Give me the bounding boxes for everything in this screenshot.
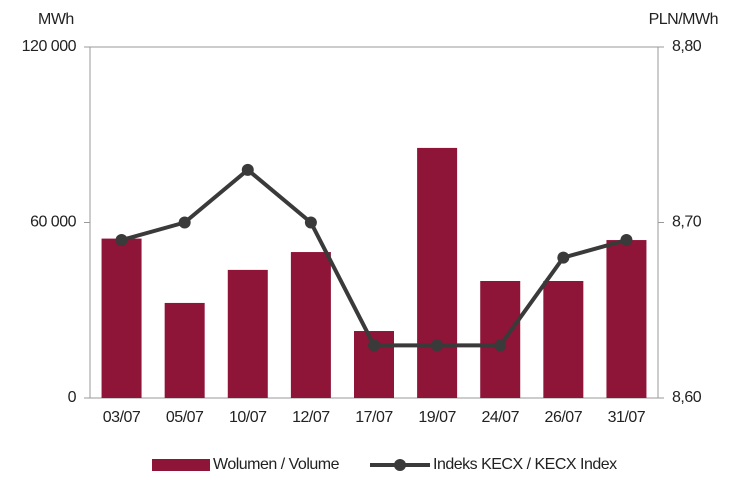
line-marker xyxy=(431,339,444,352)
line-marker xyxy=(304,216,317,229)
bar xyxy=(227,269,268,398)
bar xyxy=(543,281,584,398)
x-tick-label: 03/07 xyxy=(103,409,141,426)
x-tick-label: 17/07 xyxy=(355,409,393,426)
x-tick-label: 19/07 xyxy=(418,409,456,426)
y2-axis-title: PLN/MWh xyxy=(649,11,718,28)
x-tick-label: 05/07 xyxy=(166,409,204,426)
y2-tick-label: 8,80 xyxy=(672,38,702,55)
y-tick-label: 0 xyxy=(68,389,77,406)
x-tick-label: 12/07 xyxy=(292,409,330,426)
bar xyxy=(290,252,331,398)
y2-tick-label: 8,60 xyxy=(672,389,702,406)
line-marker xyxy=(368,339,380,352)
line-marker xyxy=(178,216,191,229)
x-tick-label: 24/07 xyxy=(481,409,519,426)
legend-label: Wolumen / Volume xyxy=(213,456,340,473)
bar xyxy=(417,147,458,398)
y2-tick-label: 8,70 xyxy=(672,214,702,231)
line-marker xyxy=(241,163,254,176)
line-marker xyxy=(620,234,633,247)
x-tick-label: 10/07 xyxy=(229,409,267,426)
y-tick-label: 60 000 xyxy=(30,214,77,231)
legend-marker xyxy=(394,459,406,471)
bar xyxy=(606,240,647,398)
legend-swatch xyxy=(152,459,210,471)
line-marker xyxy=(494,339,507,352)
y-tick-label: 120 000 xyxy=(22,38,77,55)
legend-label: Indeks KECX / KECX Index xyxy=(433,456,617,473)
bar xyxy=(164,302,205,398)
bar xyxy=(101,238,142,398)
x-tick-label: 26/07 xyxy=(545,409,583,426)
line-marker xyxy=(557,251,570,264)
y-axis-title: MWh xyxy=(38,11,74,28)
x-tick-label: 31/07 xyxy=(608,409,646,426)
line-marker xyxy=(115,234,128,247)
